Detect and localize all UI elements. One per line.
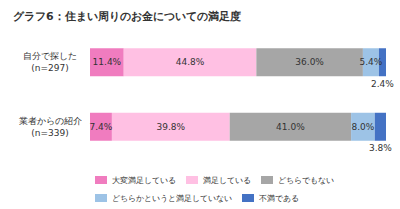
svg-text:不満である: 不満である — [259, 194, 299, 203]
svg-text:大変満足している: 大変満足している — [112, 176, 176, 185]
svg-text:(n=339): (n=339) — [31, 128, 68, 138]
svg-text:8.0%: 8.0% — [351, 122, 374, 132]
svg-text:36.0%: 36.0% — [295, 57, 324, 67]
svg-text:自分で探した: 自分で探した — [23, 51, 77, 61]
svg-text:7.4%: 7.4% — [90, 122, 113, 132]
svg-text:どちらでもない: どちらでもない — [278, 176, 334, 185]
svg-text:業者からの紹介: 業者からの紹介 — [19, 116, 82, 126]
svg-text:2.4%: 2.4% — [371, 79, 394, 89]
svg-text:グラフ6：住まい周りのお金についての満足度: グラフ6：住まい周りのお金についての満足度 — [13, 10, 241, 23]
svg-text:44.8%: 44.8% — [176, 57, 205, 67]
svg-text:11.4%: 11.4% — [93, 57, 122, 67]
svg-text:41.0%: 41.0% — [276, 122, 305, 132]
svg-text:3.8%: 3.8% — [369, 143, 392, 153]
svg-text:(n=297): (n=297) — [31, 63, 68, 73]
svg-text:どちらかというと満足していない: どちらかというと満足していない — [112, 194, 232, 203]
svg-text:39.8%: 39.8% — [157, 122, 186, 132]
svg-text:5.4%: 5.4% — [359, 57, 382, 67]
svg-text:満足している: 満足している — [203, 176, 251, 185]
